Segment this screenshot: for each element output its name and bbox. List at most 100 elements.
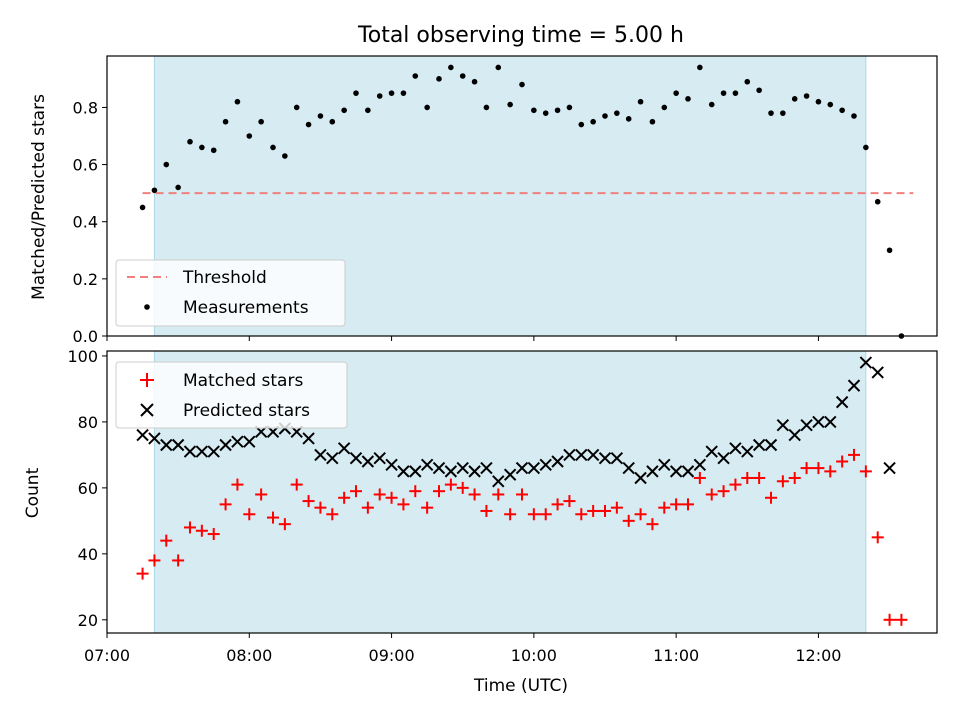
- matched-star-point: [753, 471, 766, 484]
- measurement-point: [661, 104, 668, 111]
- predicted-star-point: [219, 438, 232, 452]
- predicted-star-point: [669, 465, 683, 478]
- matched-star-point: [243, 508, 256, 521]
- matched-star-point: [527, 508, 540, 521]
- measurement-point: [744, 78, 751, 85]
- measurement-point: [293, 104, 300, 111]
- measurement-point: [614, 110, 620, 116]
- x-tick-label: 09:00: [369, 646, 415, 665]
- measurement-point: [625, 116, 632, 122]
- measurement-point: [459, 73, 466, 79]
- measurement-point: [874, 198, 881, 205]
- matched-star-point: [824, 465, 837, 478]
- predicted-star-point: [409, 465, 422, 478]
- matched-star-point: [326, 508, 339, 521]
- matched-star-point: [290, 478, 303, 491]
- y-tick-label: 0.4: [73, 213, 98, 232]
- matched-star-point: [646, 518, 659, 531]
- matched-star-point: [599, 504, 611, 517]
- y-tick-label: 0.2: [73, 270, 98, 289]
- predicted-star-point: [349, 451, 363, 465]
- measurement-point: [175, 184, 181, 191]
- measurement-point: [756, 87, 762, 94]
- measurement-point: [590, 118, 596, 125]
- ratio-plot-frame: [106, 55, 938, 337]
- matched-star-point: [610, 501, 623, 514]
- predicted-star-point: [207, 445, 220, 458]
- predicted-star-point: [634, 471, 647, 485]
- predicted-star-point: [539, 458, 552, 471]
- y-tick-label: 80: [78, 413, 98, 432]
- predicted-star-point: [741, 445, 754, 458]
- matched-star-point: [563, 495, 576, 508]
- measurement-point: [305, 121, 312, 128]
- predicted-star-point: [681, 465, 695, 478]
- y-tick-label: 60: [78, 479, 98, 498]
- predicted-star-point: [752, 438, 766, 452]
- matched-star-point: [765, 491, 777, 504]
- measurement-point: [199, 144, 205, 151]
- predicted-star-point: [646, 465, 659, 478]
- predicted-star-point: [883, 461, 896, 475]
- count-y-ticks: 20 40 60 80 100: [67, 347, 107, 630]
- matched-star-point: [622, 514, 635, 527]
- ratio-legend-box: [115, 259, 346, 327]
- matched-star-point: [456, 481, 469, 494]
- matched-star-point: [480, 504, 493, 517]
- measurement-point: [602, 113, 608, 119]
- measurement-point: [341, 107, 347, 114]
- x-tick-label: 11:00: [653, 646, 699, 665]
- matched-star-point: [812, 462, 825, 475]
- matched-star-point: [539, 508, 552, 521]
- measurement-point: [412, 73, 419, 79]
- predicted-star-point: [859, 356, 873, 369]
- predicted-star-point: [800, 419, 813, 432]
- measurement-point: [329, 118, 336, 125]
- x-tick-label: 10:00: [511, 646, 557, 665]
- matched-star-point: [800, 462, 813, 475]
- predicted-star-point: [717, 451, 730, 465]
- predicted-star-point: [812, 415, 825, 429]
- matched-star-point: [670, 498, 683, 511]
- predicted-star-point: [337, 442, 351, 455]
- predicted-star-point: [314, 448, 327, 462]
- x-tick-label: 12:00: [795, 646, 841, 665]
- count-legend: Matched stars Predicted stars: [115, 361, 348, 429]
- measurement-point: [495, 64, 502, 71]
- chart-title: Total observing time = 5.00 h: [357, 23, 684, 48]
- matched-star-point: [468, 488, 481, 501]
- measurement-point: [732, 90, 739, 96]
- measurement-point: [554, 107, 561, 114]
- measurement-point: [353, 90, 359, 96]
- matched-star-point: [883, 613, 896, 626]
- predicted-star-point: [326, 451, 339, 465]
- predicted-star-point: [468, 465, 481, 478]
- matched-star-point: [433, 485, 445, 498]
- measurement-point: [365, 107, 371, 114]
- matched-star-point: [172, 554, 185, 567]
- predicted-stars-points: [136, 356, 896, 488]
- predicted-star-point: [658, 458, 671, 471]
- predicted-star-point: [385, 458, 398, 471]
- matched-star-point: [136, 567, 149, 580]
- measurement-point: [246, 133, 253, 139]
- measurement-point: [376, 93, 383, 99]
- matched-star-point: [634, 508, 647, 521]
- matched-star-point: [444, 478, 457, 491]
- predicted-star-point: [563, 448, 576, 462]
- measurement-points: [139, 64, 905, 339]
- measurement-point: [791, 96, 798, 102]
- predicted-star-point: [764, 438, 778, 452]
- predicted-star-point: [515, 461, 529, 475]
- measurement-point: [803, 93, 810, 99]
- predicted-star-point: [847, 379, 861, 392]
- matched-star-point: [373, 488, 386, 501]
- predicted-star-point: [729, 442, 742, 455]
- measurement-point: [388, 90, 395, 96]
- predicted-star-point: [136, 428, 149, 442]
- measurement-point: [780, 110, 786, 116]
- measurement-point: [637, 98, 644, 105]
- matched-star-point: [195, 524, 208, 537]
- predicted-star-point: [575, 448, 588, 462]
